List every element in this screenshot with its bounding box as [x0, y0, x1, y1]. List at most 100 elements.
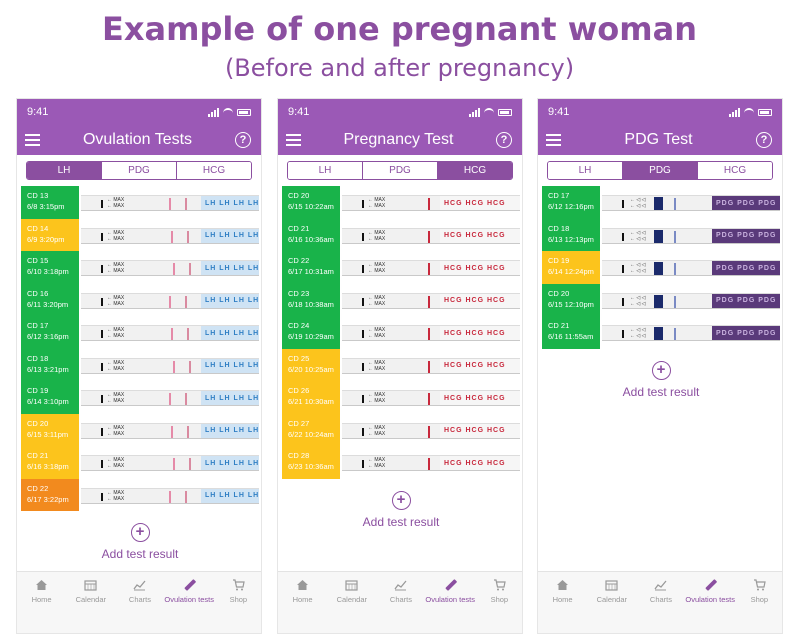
cycle-day: CD 22	[27, 483, 49, 493]
nav-charts[interactable]: Charts	[377, 579, 425, 633]
test-strip-image: ← ◁ ◁ ← ◁ ◁ PDG PDG PDG	[602, 292, 780, 309]
help-icon[interactable]: ?	[235, 132, 251, 148]
test-type-tabs: LH PDG HCG	[26, 161, 252, 180]
test-strip-image: ← MAX ← MAX HCG HCG HCG	[342, 260, 520, 276]
home-icon	[296, 579, 310, 591]
tab-hcg[interactable]: HCG	[177, 162, 251, 179]
cycle-day: CD 18	[548, 223, 570, 233]
nav-ovulation-tests[interactable]: Ovulation tests	[685, 579, 735, 633]
nav-home[interactable]: Home	[279, 579, 327, 633]
app-header: Pregnancy Test ?	[278, 125, 522, 155]
tab-hcg[interactable]: HCG	[438, 162, 512, 179]
add-test-result[interactable]: + Add test result	[278, 490, 522, 529]
nav-label: Calendar	[336, 595, 367, 604]
nav-shop[interactable]: Shop	[475, 579, 522, 633]
test-label: CD 14 6/9 3:20pm	[21, 218, 79, 251]
list-item[interactable]: CD 26 6/21 10:30am ← MAX ← MAX HCG HCG HC…	[282, 381, 520, 414]
app-title: PDG Test	[624, 131, 693, 148]
list-item[interactable]: CD 22 6/17 10:31am ← MAX ← MAX HCG HCG HC…	[282, 251, 520, 284]
list-item[interactable]: CD 23 6/18 10:38am ← MAX ← MAX HCG HCG HC…	[282, 283, 520, 316]
nav-home[interactable]: Home	[539, 579, 587, 633]
cycle-day: CD 16	[27, 288, 49, 298]
list-item[interactable]: CD 17 6/12 12:16pm ← ◁ ◁ ← ◁ ◁ PDG PDG PD…	[542, 186, 780, 219]
signal-icon	[469, 107, 480, 117]
tab-pdg[interactable]: PDG	[102, 162, 177, 179]
test-label: CD 19 6/14 12:24pm	[542, 251, 600, 284]
list-item[interactable]: CD 14 6/9 3:20pm ← MAX ← MAX LH LH LH LH	[21, 218, 259, 251]
list-item[interactable]: CD 25 6/20 10:25am ← MAX ← MAX HCG HCG HC…	[282, 348, 520, 381]
tab-pdg[interactable]: PDG	[623, 162, 698, 179]
add-icon[interactable]: +	[651, 360, 671, 380]
signal-icon	[729, 107, 740, 117]
cycle-day: CD 23	[288, 288, 310, 298]
nav-charts[interactable]: Charts	[637, 579, 685, 633]
add-test-result-label[interactable]: Add test result	[101, 547, 179, 561]
nav-charts[interactable]: Charts	[116, 579, 164, 633]
list-item[interactable]: CD 21 6/16 11:55am ← ◁ ◁ ← ◁ ◁ PDG PDG PD…	[542, 316, 780, 349]
test-label: CD 20 6/15 3:11pm	[21, 413, 79, 446]
list-item[interactable]: CD 20 6/15 10:22am ← MAX ← MAX HCG HCG HC…	[282, 186, 520, 219]
cycle-day: CD 15	[27, 256, 49, 265]
nav-calendar[interactable]: Calendar	[588, 579, 636, 633]
list-item[interactable]: CD 19 6/14 12:24pm ← ◁ ◁ ← ◁ ◁ PDG PDG PD…	[542, 251, 780, 284]
test-strip-image: ← ◁ ◁ ← ◁ ◁ PDG PDG PDG	[602, 227, 780, 244]
list-item[interactable]: CD 13 6/8 3:15pm ← MAX ← MAX LH LH LH LH	[21, 186, 259, 219]
phone-screen: 9:41 PDG Test ? LH PDG HCG CD 17 6/12 12:1…	[537, 98, 783, 634]
test-datetime: 6/15 3:11pm	[27, 429, 69, 439]
list-item[interactable]: CD 18 6/13 3:21pm ← MAX ← MAX LH LH LH LH	[21, 348, 259, 381]
nav-calendar[interactable]: Calendar	[67, 579, 115, 633]
list-item[interactable]: CD 17 6/12 3:16pm ← MAX ← MAX LH LH LH LH	[21, 316, 259, 349]
app-header: Ovulation Tests ?	[17, 125, 261, 155]
cart-icon	[231, 579, 245, 591]
menu-icon[interactable]	[546, 134, 561, 146]
list-item[interactable]: CD 19 6/14 3:10pm ← MAX ← MAX LH LH LH LH	[21, 381, 259, 414]
nav-ovulation-tests[interactable]: Ovulation tests	[164, 579, 214, 633]
list-item[interactable]: CD 16 6/11 3:20pm ← MAX ← MAX LH LH LH LH	[21, 283, 259, 316]
add-icon[interactable]: +	[391, 490, 411, 510]
nav-ovulation-tests[interactable]: Ovulation tests	[425, 579, 475, 633]
list-item[interactable]: CD 21 6/16 10:36am ← MAX ← MAX HCG HCG HC…	[282, 218, 520, 251]
tab-lh[interactable]: LH	[548, 162, 623, 179]
add-test-result[interactable]: + Add test result	[538, 360, 782, 399]
help-icon[interactable]: ?	[755, 132, 772, 148]
tab-lh[interactable]: LH	[27, 162, 102, 179]
nav-label: Charts	[649, 595, 673, 604]
phone-screen: 9:41 Ovulation Tests ? LH PDG HCG CD 13 6/…	[16, 98, 262, 634]
cycle-day: CD 17	[27, 321, 49, 330]
test-strip-image: ← MAX ← MAX HCG HCG HCG	[342, 390, 520, 406]
help-icon[interactable]: ?	[496, 132, 512, 148]
test-datetime: 6/23 10:36am	[288, 462, 334, 471]
test-strip-icon	[182, 579, 196, 591]
menu-icon[interactable]	[286, 134, 301, 146]
list-item[interactable]: CD 15 6/10 3:18pm ← MAX ← MAX LH LH LH LH	[21, 251, 259, 284]
nav-shop[interactable]: Shop	[735, 579, 782, 633]
list-item[interactable]: CD 18 6/13 12:13pm ← ◁ ◁ ← ◁ ◁ PDG PDG PD…	[542, 218, 780, 251]
add-test-result-label[interactable]: Add test result	[622, 384, 700, 399]
test-label: CD 28 6/23 10:36am	[282, 446, 340, 479]
list-item[interactable]: CD 21 6/16 3:18pm ← MAX ← MAX LH LH LH LH	[21, 446, 259, 479]
chart-icon	[133, 579, 147, 591]
list-item[interactable]: CD 20 6/15 12:10pm ← ◁ ◁ ← ◁ ◁ PDG PDG PD…	[542, 283, 780, 316]
test-strip-image: ← ◁ ◁ ← ◁ ◁ PDG PDG PDG	[602, 195, 780, 211]
tab-pdg[interactable]: PDG	[363, 162, 438, 179]
cycle-day: CD 21	[548, 321, 570, 330]
nav-home[interactable]: Home	[18, 579, 66, 633]
list-item[interactable]: CD 22 6/17 3:22pm ← MAX ← MAX LH LH LH LH	[21, 478, 259, 511]
add-test-result-label[interactable]: Add test result	[362, 514, 440, 529]
add-test-result[interactable]: + Add test result	[17, 523, 261, 561]
test-strip-image: ← MAX ← MAX LH LH LH LH	[81, 487, 259, 504]
add-icon[interactable]: +	[130, 523, 150, 542]
tab-lh[interactable]: LH	[288, 162, 363, 179]
list-item[interactable]: CD 20 6/15 3:11pm ← MAX ← MAX LH LH LH LH	[21, 413, 259, 446]
list-item[interactable]: CD 24 6/19 10:29am ← MAX ← MAX HCG HCG HC…	[282, 316, 520, 349]
nav-calendar[interactable]: Calendar	[328, 579, 376, 633]
battery-icon	[758, 108, 772, 116]
menu-icon[interactable]	[25, 134, 40, 146]
wifi-icon	[223, 108, 233, 116]
cycle-day: CD 13	[27, 191, 49, 200]
nav-shop[interactable]: Shop	[214, 579, 261, 633]
tab-hcg[interactable]: HCG	[698, 162, 772, 179]
list-item[interactable]: CD 28 6/23 10:36am ← MAX ← MAX HCG HCG HC…	[282, 446, 520, 479]
list-item[interactable]: CD 27 6/22 10:24am ← MAX ← MAX HCG HCG HC…	[282, 413, 520, 446]
test-label: CD 27 6/22 10:24am	[282, 413, 340, 446]
